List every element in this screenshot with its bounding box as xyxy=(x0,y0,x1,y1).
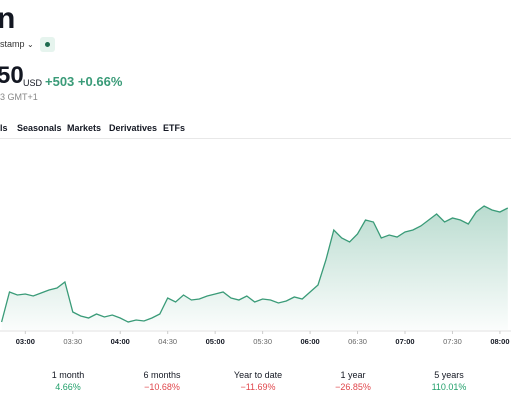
period-label: Year to date xyxy=(233,370,283,380)
period-label: 1 year xyxy=(340,370,366,380)
status-badge xyxy=(40,37,55,52)
exchange-name[interactable]: stamp xyxy=(0,39,25,49)
x-tick-label: 04:30 xyxy=(158,337,177,346)
change: +503 xyxy=(45,74,75,89)
period-value: −11.69% xyxy=(240,382,276,392)
timestamp: 3 GMT+1 xyxy=(0,92,38,102)
area-fill xyxy=(1,206,508,330)
tab[interactable]: ETFs xyxy=(163,123,186,133)
x-tick-label: 07:00 xyxy=(395,337,414,346)
x-tick-label: 05:30 xyxy=(253,337,272,346)
divider xyxy=(0,138,511,139)
period-value: −26.85% xyxy=(335,382,371,392)
x-tick-label: 06:00 xyxy=(300,337,319,346)
x-tick-label: 04:00 xyxy=(111,337,130,346)
x-tick-label: 06:30 xyxy=(348,337,367,346)
period-label: 5 years xyxy=(434,370,464,380)
exchange[interactable]: stamp ⌄ xyxy=(0,39,34,49)
tab[interactable]: Seasonals xyxy=(17,123,62,133)
x-tick-label: 03:00 xyxy=(16,337,35,346)
price-line xyxy=(0,205,509,323)
symbol-title: n xyxy=(0,2,16,35)
tab[interactable]: Derivatives xyxy=(109,123,158,133)
x-tick-label: 08:00 xyxy=(490,337,509,346)
period-value: 4.66% xyxy=(55,382,81,392)
tab[interactable]: ls xyxy=(0,123,8,133)
period-value: 110.01% xyxy=(431,382,467,392)
x-tick-label: 07:30 xyxy=(443,337,462,346)
period-label: 1 month xyxy=(51,370,85,380)
tab[interactable]: Markets xyxy=(67,123,102,133)
status-dot xyxy=(45,42,50,47)
period-value: −10.68% xyxy=(144,382,180,392)
change-percent: +0.66% xyxy=(77,74,123,89)
price-change: +503 +0.66% xyxy=(45,74,122,89)
x-tick-label: 05:00 xyxy=(206,337,225,346)
period-label: 6 months xyxy=(143,370,181,380)
price: 50 xyxy=(0,62,24,89)
x-tick-label: 03:30 xyxy=(63,337,82,346)
currency: USD xyxy=(23,78,43,88)
